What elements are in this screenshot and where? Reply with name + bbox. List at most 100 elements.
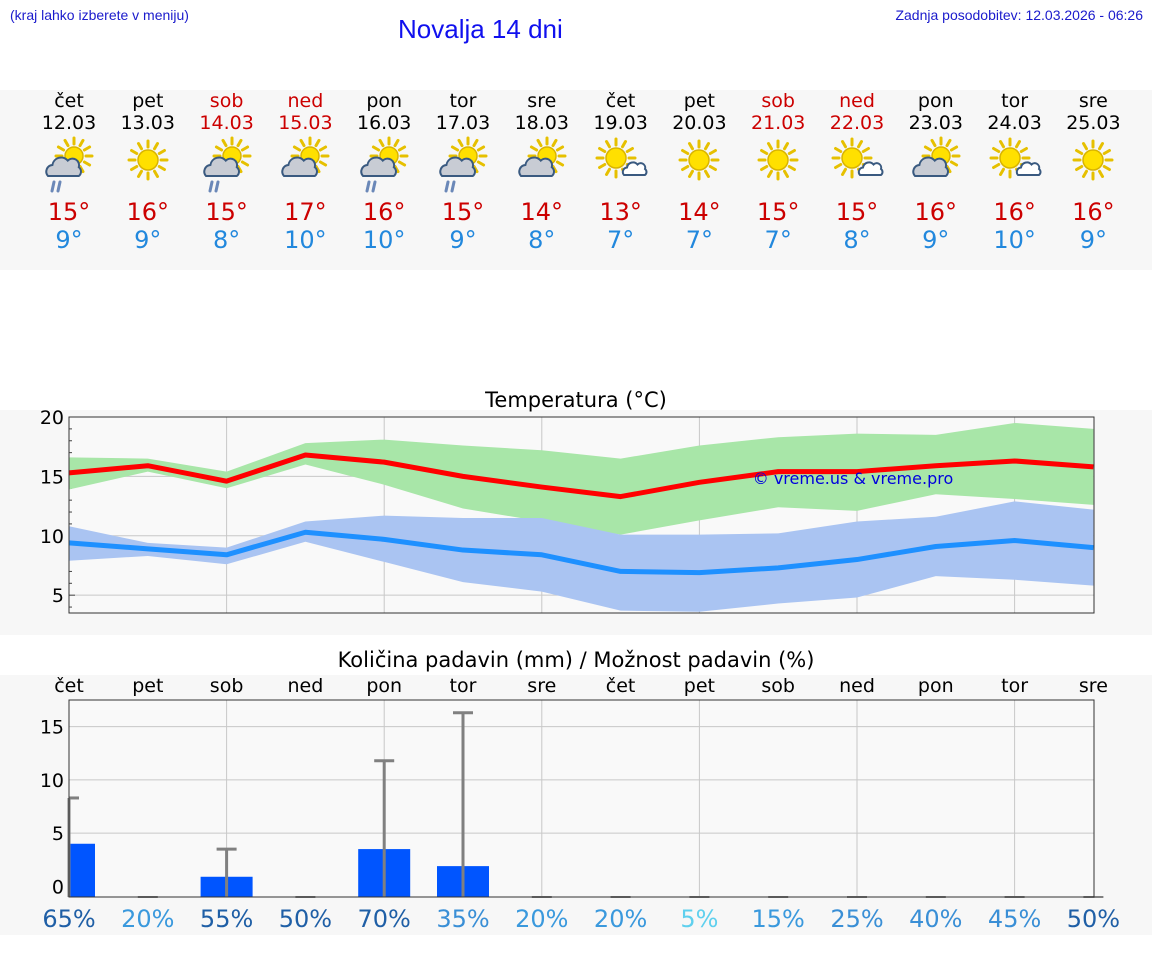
precip-day-label: sob bbox=[210, 675, 244, 697]
precip-chart: čet pet sob ned pon tor sre čet pet sob ned pon tor s… bbox=[40, 675, 1120, 933]
day-date: 24.03 bbox=[987, 112, 1042, 134]
precip-day-label: čet bbox=[54, 675, 84, 697]
temp-chart-title: Temperatura (°C) bbox=[485, 388, 667, 412]
day-name: sob bbox=[209, 90, 244, 112]
sun-cloud-icon bbox=[512, 136, 572, 196]
precip-plot-area bbox=[69, 700, 1094, 897]
temp-min: 7° bbox=[606, 226, 635, 254]
day-name: ned bbox=[839, 90, 875, 112]
precip-day-label: pon bbox=[366, 675, 402, 697]
temp-min: 9° bbox=[922, 226, 950, 254]
day-date: 13.03 bbox=[120, 112, 175, 134]
temp-max: 15° bbox=[756, 198, 800, 226]
day-name: sre bbox=[1078, 90, 1108, 112]
temp-title-band bbox=[0, 370, 1152, 410]
precip-probability: 35% bbox=[436, 905, 489, 933]
temp-min: 8° bbox=[212, 226, 241, 254]
day-date: 14.03 bbox=[199, 112, 254, 134]
precip-probability: 20% bbox=[121, 905, 174, 933]
precip-plot-frame bbox=[68, 699, 1095, 898]
temp-ytick-label: 15 bbox=[40, 466, 64, 488]
temp-min: 7° bbox=[764, 226, 792, 254]
precip-probability: 20% bbox=[594, 905, 647, 933]
temp-max: 15° bbox=[835, 198, 879, 226]
day-date: 22.03 bbox=[829, 112, 885, 134]
precip-day-label: sre bbox=[527, 675, 556, 697]
temp-ytick-label: 5 bbox=[52, 585, 64, 607]
sun-small-cloud-icon bbox=[985, 136, 1045, 196]
temp-max: 13° bbox=[599, 198, 642, 226]
day-date: 18.03 bbox=[514, 112, 569, 134]
precip-probability: 45% bbox=[988, 905, 1041, 933]
temp-max: 15° bbox=[441, 198, 485, 226]
temp-min: 7° bbox=[685, 226, 714, 254]
watermark: © vreme.us & vreme.pro bbox=[753, 469, 954, 488]
day-name: tor bbox=[1001, 90, 1029, 112]
precip-day-label: čet bbox=[606, 675, 636, 697]
page-title: Novalja 14 dni bbox=[398, 14, 563, 44]
temp-min: 9° bbox=[55, 226, 83, 254]
sun-icon bbox=[669, 136, 729, 196]
sun-small-cloud-icon bbox=[591, 136, 651, 196]
precip-day-label: tor bbox=[1001, 675, 1028, 697]
min-band bbox=[69, 501, 1094, 612]
day-name: pet bbox=[132, 90, 164, 112]
temp-max: 16° bbox=[362, 198, 406, 226]
day-name: čet bbox=[54, 90, 84, 112]
precip-day-label: ned bbox=[288, 675, 324, 697]
precip-ytick-label: 0 bbox=[52, 876, 64, 898]
precip-day-label: pet bbox=[132, 675, 163, 697]
precip-day-label: ned bbox=[839, 675, 875, 697]
temp-max: 16° bbox=[126, 198, 170, 226]
day-date: 17.03 bbox=[435, 112, 491, 134]
temp-min: 9° bbox=[449, 226, 477, 254]
forecast-band bbox=[0, 90, 1152, 270]
temp-max: 15° bbox=[205, 198, 248, 226]
precip-chart-title: Količina padavin (mm) / Možnost padavin … bbox=[337, 648, 815, 672]
day-name: pon bbox=[366, 90, 403, 112]
sun-cloud-icon bbox=[906, 136, 966, 196]
temp-max: 14° bbox=[520, 198, 564, 226]
temp-max: 16° bbox=[993, 198, 1036, 226]
temp-max: 14° bbox=[678, 198, 721, 226]
day-date: 25.03 bbox=[1066, 112, 1121, 134]
precip-probability: 70% bbox=[358, 905, 411, 933]
temp-max: 16° bbox=[914, 198, 958, 226]
temp-ytick-label: 10 bbox=[40, 526, 64, 548]
sun-cloud-rain-icon bbox=[433, 136, 493, 196]
sun-cloud-icon bbox=[275, 136, 335, 196]
temp-min: 9° bbox=[134, 226, 162, 254]
temp-min: 10° bbox=[284, 226, 327, 254]
sun-icon bbox=[748, 136, 808, 196]
day-name: tor bbox=[449, 90, 477, 112]
precip-ytick-label: 5 bbox=[52, 823, 64, 845]
precip-day-label: pon bbox=[918, 675, 954, 697]
day-name: sre bbox=[527, 90, 557, 112]
precip-ytick-label: 10 bbox=[40, 770, 64, 792]
sun-cloud-rain-icon bbox=[354, 136, 414, 196]
day-date: 19.03 bbox=[593, 112, 648, 134]
precip-probability: 65% bbox=[42, 905, 95, 933]
temp-min: 9° bbox=[1079, 226, 1108, 254]
precip-day-label: sre bbox=[1079, 675, 1108, 697]
day-date: 21.03 bbox=[750, 112, 806, 134]
sun-cloud-rain-icon bbox=[197, 136, 257, 196]
precip-day-label: tor bbox=[450, 675, 477, 697]
sun-icon bbox=[118, 136, 178, 196]
temp-min: 10° bbox=[993, 226, 1036, 254]
day-date: 15.03 bbox=[278, 112, 333, 134]
precip-probability: 25% bbox=[830, 905, 883, 933]
day-date: 16.03 bbox=[356, 112, 412, 134]
day-name: sob bbox=[761, 90, 795, 112]
sun-cloud-rain-icon bbox=[39, 136, 99, 196]
day-name: pet bbox=[683, 90, 715, 112]
precip-probability: 50% bbox=[279, 905, 332, 933]
day-name: čet bbox=[605, 90, 636, 112]
precip-probability: 5% bbox=[680, 905, 718, 933]
precip-day-label: sob bbox=[761, 675, 795, 697]
max-band bbox=[69, 422, 1094, 535]
precip-probability: 40% bbox=[909, 905, 962, 933]
day-name: ned bbox=[287, 90, 324, 112]
temp-max: 17° bbox=[284, 198, 327, 226]
precip-probability: 55% bbox=[200, 905, 253, 933]
